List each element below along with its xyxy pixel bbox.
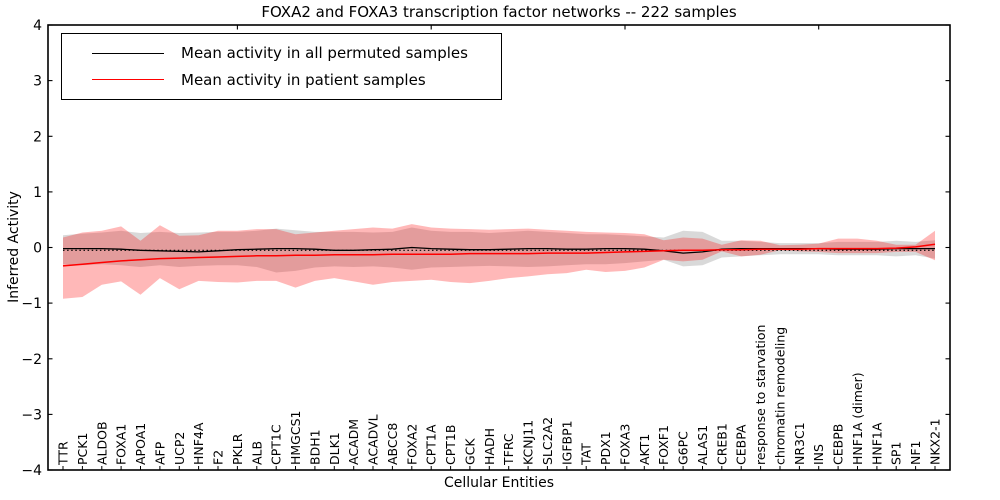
x-tick-label: PCK1 <box>75 433 90 465</box>
x-tick-label: F2 <box>211 450 226 465</box>
x-axis-label: Cellular Entities <box>443 475 555 491</box>
x-tick-label: AKT1 <box>637 434 652 465</box>
x-tick-label: GCK <box>462 438 477 465</box>
x-tick-label: NKX2-1 <box>928 418 943 465</box>
x-tick-label: TFRC <box>501 433 516 466</box>
x-tick-label: SLC2A2 <box>540 417 555 465</box>
x-tick-label: FOXA1 <box>114 424 129 465</box>
x-tick-label: ABCC8 <box>385 423 400 465</box>
x-tick-label: HADH <box>482 428 497 465</box>
x-tick-label: KCNJ11 <box>521 420 536 465</box>
x-tick-label: CPT1A <box>424 424 439 465</box>
y-tick-label: −2 <box>21 352 42 368</box>
x-tick-label: DLK1 <box>327 432 342 465</box>
series-line-patient-mean <box>62 243 936 267</box>
x-tick-label: HMGCS1 <box>288 411 303 466</box>
y-tick-label: 4 <box>33 18 42 34</box>
x-tick-label: HNF4A <box>191 422 206 465</box>
x-tick-label: FOXA2 <box>404 424 419 465</box>
x-tick-label: ACADM <box>346 419 361 465</box>
x-tick-label: INS <box>811 444 826 465</box>
legend: Mean activity in all permuted samples Me… <box>61 33 502 100</box>
y-tick-label: −4 <box>21 463 42 479</box>
y-tick-label: 2 <box>33 129 42 145</box>
x-tick-label: ALAS1 <box>695 425 710 465</box>
x-tick-label: CPT1B <box>443 425 458 465</box>
x-tick-label: BDH1 <box>307 429 322 465</box>
x-tick-label: TTR <box>56 441 71 466</box>
x-tick-label: NF1 <box>908 441 923 466</box>
x-tick-label: APOA1 <box>133 423 148 465</box>
x-tick-label: TAT <box>579 443 594 466</box>
x-tick-label: HNF1A <box>869 422 884 465</box>
x-tick-label: SP1 <box>889 442 904 465</box>
x-tick-label: G6PC <box>676 431 691 465</box>
x-tick-label: PDX1 <box>598 431 613 465</box>
x-tick-label: HNF1A (dimer) <box>850 372 865 465</box>
x-tick-label: CEBPA <box>734 424 749 465</box>
legend-label: Mean activity in patient samples <box>181 70 426 89</box>
x-tick-label: IGFBP1 <box>559 420 574 465</box>
x-tick-label: CEBPB <box>831 424 846 465</box>
x-tick-label: response to starvation <box>753 325 768 466</box>
x-tick-label: CPT1C <box>269 424 284 465</box>
y-tick-label: 0 <box>33 241 42 257</box>
x-tick-label: FOXF1 <box>656 425 671 465</box>
x-tick-label: chromatin remodeling <box>773 327 788 465</box>
legend-item-permuted: Mean activity in all permuted samples <box>62 45 501 62</box>
y-tick-label: 1 <box>33 185 42 201</box>
y-tick-label: −1 <box>21 296 42 312</box>
x-tick-label: AFP <box>152 441 167 465</box>
y-tick-label: 3 <box>33 74 42 90</box>
x-tick-label: PKLR <box>230 433 245 465</box>
x-tick-label: ALB <box>249 441 264 465</box>
black-line-swatch <box>92 52 164 54</box>
legend-item-patient: Mean activity in patient samples <box>62 70 501 89</box>
y-tick-label: −3 <box>21 407 42 423</box>
x-tick-label: UCP2 <box>172 432 187 465</box>
legend-label: Mean activity in all permuted samples <box>181 44 468 62</box>
x-tick-label: FOXA3 <box>618 424 633 465</box>
x-tick-label: ALDOB <box>94 421 109 465</box>
x-tick-label: CREB1 <box>714 423 729 465</box>
red-line-swatch <box>92 79 164 81</box>
band-patient-range <box>63 224 935 299</box>
x-tick-label: ACADVL <box>366 414 381 465</box>
x-tick-label: NR3C1 <box>792 422 807 465</box>
chart-title: FOXA2 and FOXA3 transcription factor net… <box>261 3 737 21</box>
